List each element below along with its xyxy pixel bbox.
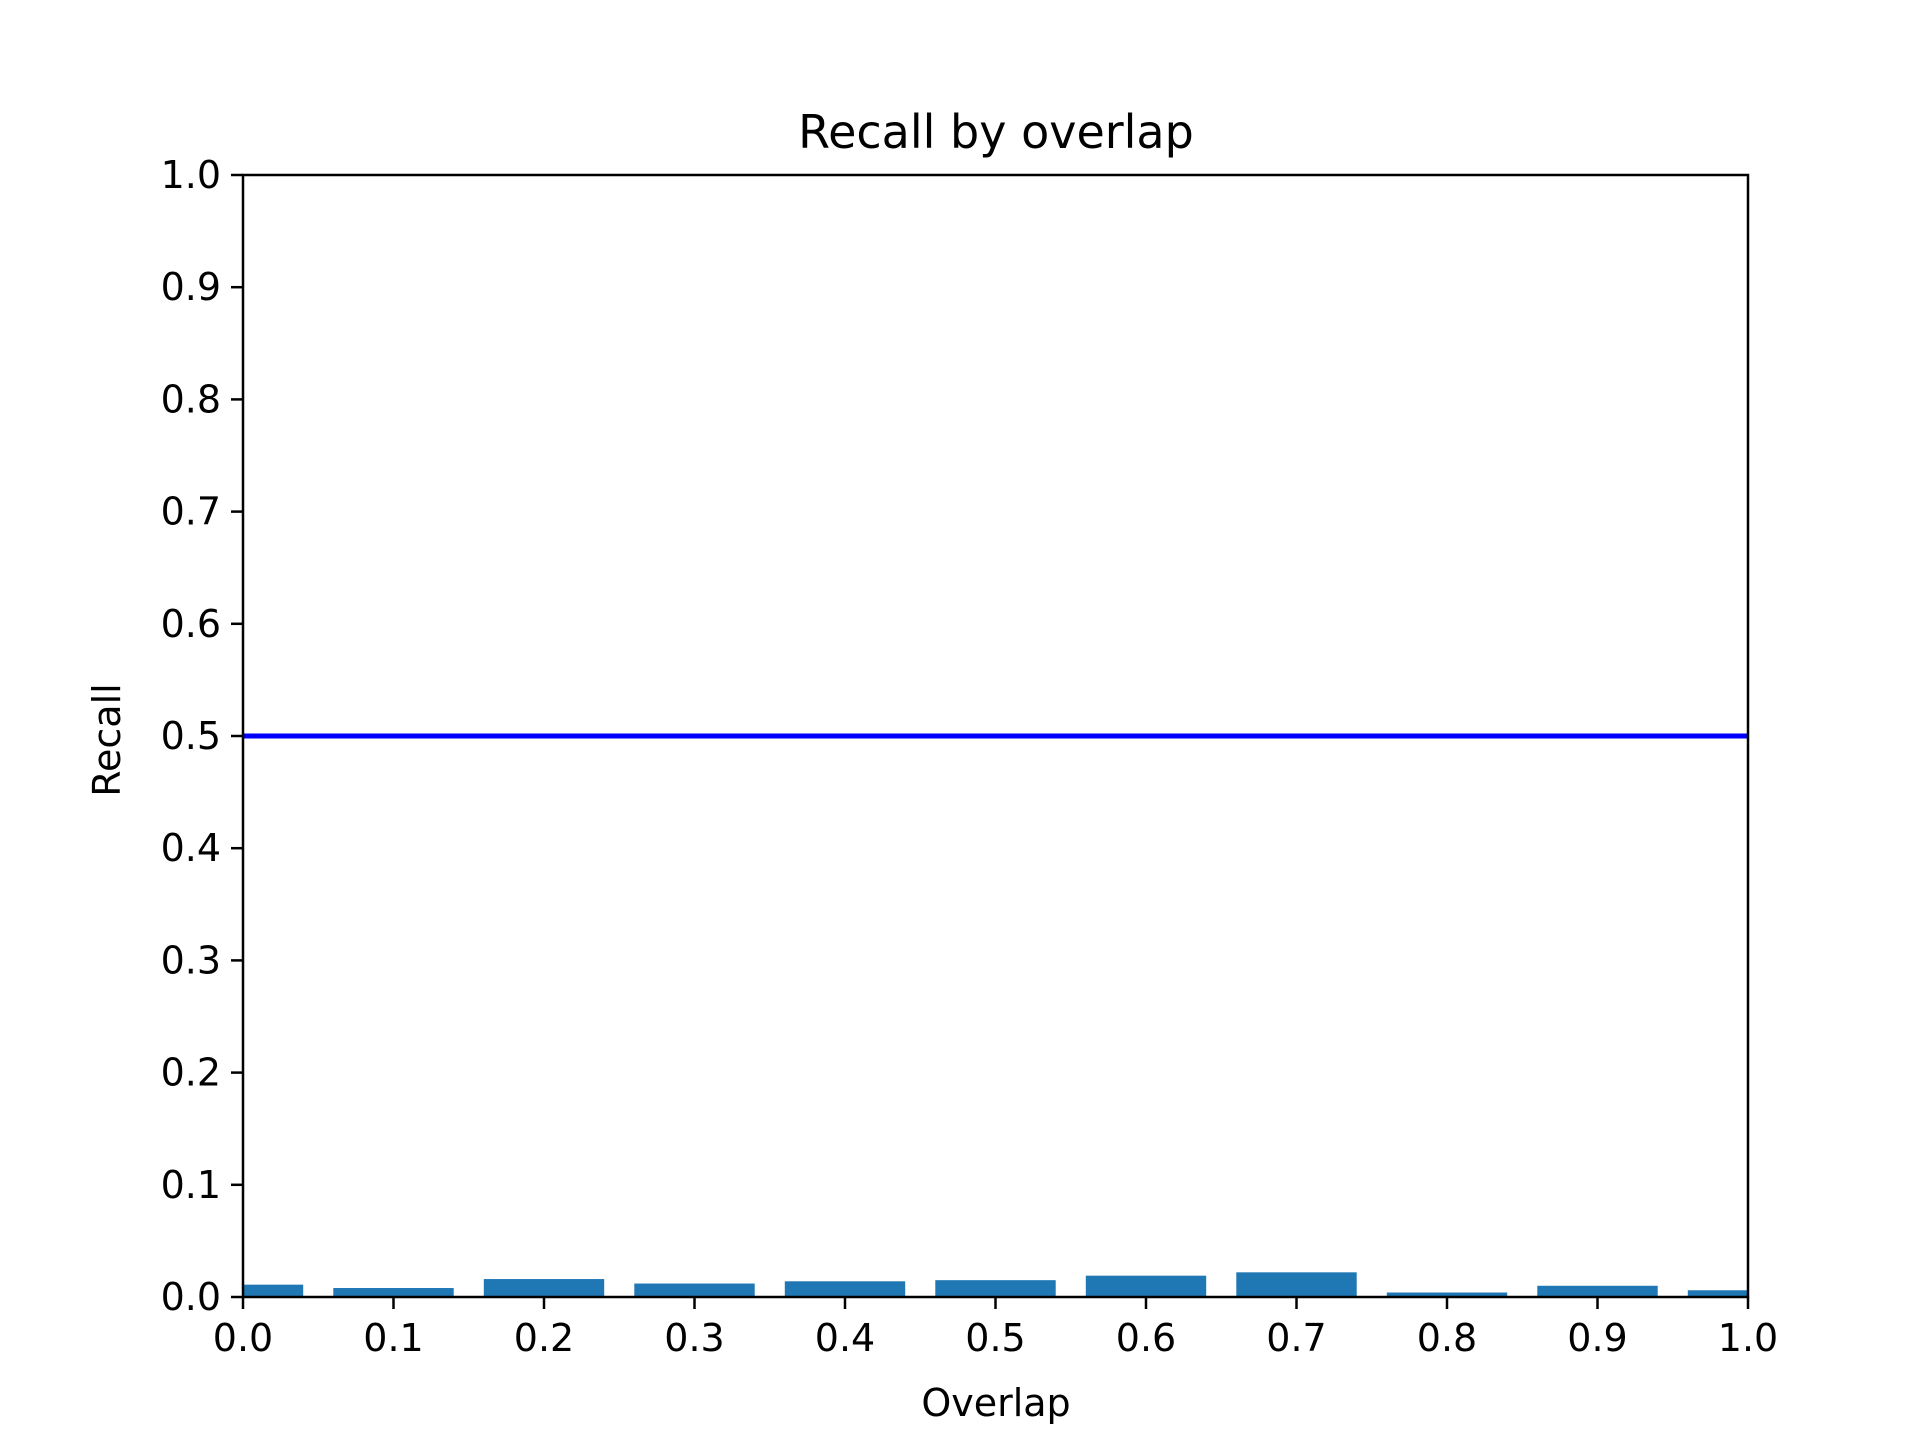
bar xyxy=(784,1281,906,1297)
bars-group xyxy=(243,1272,1748,1297)
y-axis-label: Recall xyxy=(85,683,129,796)
bar xyxy=(1085,1275,1207,1297)
bar xyxy=(333,1288,454,1297)
x-axis-label: Overlap xyxy=(921,1381,1070,1425)
bar xyxy=(1236,1272,1357,1297)
y-tick-label: 1.0 xyxy=(161,153,221,197)
bar xyxy=(634,1283,755,1297)
y-tick-label: 0.9 xyxy=(161,265,221,309)
x-tick-label: 0.0 xyxy=(213,1316,273,1360)
y-tick-label: 0.8 xyxy=(161,377,221,421)
bar xyxy=(483,1279,605,1297)
chart-title: Recall by overlap xyxy=(798,105,1194,159)
bar xyxy=(1537,1285,1658,1297)
y-tick-label: 0.2 xyxy=(161,1051,221,1095)
x-tick-label: 0.3 xyxy=(664,1316,724,1360)
bar xyxy=(1687,1290,1748,1297)
y-tick-label: 0.4 xyxy=(161,826,221,870)
x-tick-label: 0.7 xyxy=(1266,1316,1326,1360)
x-tick-label: 0.6 xyxy=(1116,1316,1176,1360)
y-tick-label: 0.5 xyxy=(161,714,221,758)
x-tick-label: 1.0 xyxy=(1718,1316,1778,1360)
y-tick-label: 0.3 xyxy=(161,938,221,982)
x-tick-label: 0.2 xyxy=(514,1316,574,1360)
y-tick-label: 0.6 xyxy=(161,602,221,646)
y-tick-label: 0.7 xyxy=(161,490,221,534)
bar xyxy=(1386,1292,1508,1297)
x-tick-label: 0.8 xyxy=(1417,1316,1477,1360)
y-tick-label: 0.0 xyxy=(161,1275,221,1319)
y-tick-label: 0.1 xyxy=(161,1163,221,1207)
x-tick-label: 0.1 xyxy=(363,1316,423,1360)
plot-area: 0.0 0.1 0.2 0.3 0.4 0.5 0.6 0.7 0.8 0.9 1.0 0.0 0.1 0… xyxy=(161,153,1779,1360)
bar xyxy=(243,1284,304,1297)
x-tick-label: 0.5 xyxy=(965,1316,1025,1360)
x-tick-label: 0.9 xyxy=(1567,1316,1627,1360)
x-tick-label: 0.4 xyxy=(815,1316,875,1360)
bar xyxy=(935,1280,1056,1297)
